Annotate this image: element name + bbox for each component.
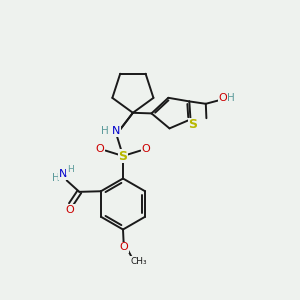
Text: O: O (96, 144, 105, 154)
Text: O: O (218, 93, 227, 103)
Text: O: O (119, 242, 128, 253)
Text: O: O (65, 205, 74, 215)
Text: H: H (52, 173, 60, 183)
Text: S: S (118, 149, 127, 163)
Text: H: H (101, 126, 109, 136)
Text: N: N (59, 169, 67, 179)
Text: N: N (112, 126, 121, 136)
Text: H: H (67, 165, 74, 174)
Text: H: H (227, 93, 235, 103)
Text: S: S (188, 118, 197, 131)
Text: CH₃: CH₃ (130, 257, 147, 266)
Text: O: O (141, 144, 150, 154)
